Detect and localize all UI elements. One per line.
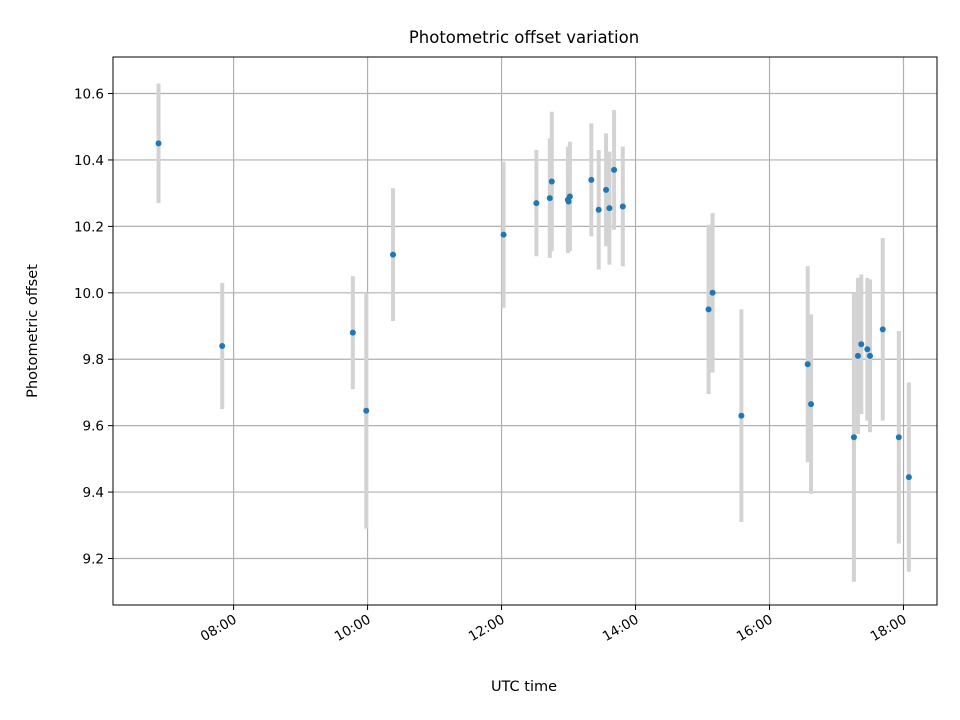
data-point (705, 306, 712, 313)
data-point (895, 434, 902, 441)
data-point (349, 329, 356, 336)
data-point (548, 178, 555, 185)
data-point (595, 206, 602, 213)
y-tick-label: 9.6 (83, 419, 104, 435)
data-point (879, 326, 886, 333)
data-point (546, 195, 553, 202)
data-point (858, 341, 865, 348)
data-point (603, 186, 610, 193)
data-point (850, 434, 857, 441)
data-point (390, 251, 397, 258)
data-point (867, 352, 874, 359)
data-point (619, 203, 626, 210)
data-point (808, 401, 815, 408)
data-point (155, 140, 162, 147)
data-point (588, 176, 595, 183)
data-point (565, 198, 572, 205)
data-point (533, 200, 540, 207)
y-tick-label: 10.2 (74, 219, 104, 235)
data-points (155, 140, 912, 481)
data-point (363, 407, 370, 414)
y-tick-label: 9.2 (83, 552, 104, 568)
data-point (606, 205, 613, 212)
data-point (864, 346, 871, 353)
data-point (500, 231, 507, 238)
y-tick-label: 10.0 (74, 286, 104, 302)
y-tick-label: 9.8 (83, 352, 104, 368)
x-axis-title: UTC time (491, 679, 557, 695)
y-axis-title: Photometric offset (25, 264, 41, 398)
data-point (611, 166, 618, 173)
y-tick-label: 9.4 (83, 485, 104, 501)
chart-title: Photometric offset variation (409, 28, 639, 47)
y-tick-label: 10.6 (74, 87, 104, 103)
y-tick-label: 10.4 (74, 153, 104, 169)
data-point (804, 361, 811, 368)
data-point (905, 474, 912, 481)
data-point (738, 412, 745, 419)
grid (113, 57, 937, 605)
data-point (709, 289, 716, 296)
data-point (219, 342, 226, 349)
data-point (566, 193, 573, 200)
plot-area-frame (112, 56, 938, 606)
data-point (854, 352, 861, 359)
